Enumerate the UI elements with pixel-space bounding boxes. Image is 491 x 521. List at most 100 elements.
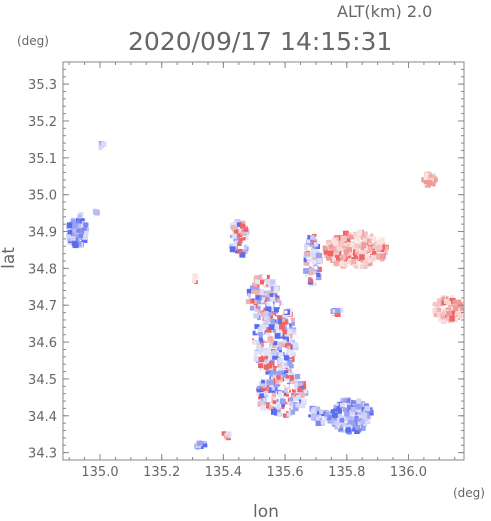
echo-cell [344,411,350,417]
echo-cell [291,321,296,326]
echo-cell [337,409,342,414]
echo-cell [370,236,377,243]
echo-cell [432,183,436,187]
echo-cell [289,326,293,330]
echo-cell [335,423,341,429]
echo-cell [435,311,442,318]
echo-cell [426,180,433,186]
echo-cell [341,429,345,433]
echo-cell [279,398,286,405]
echo-cell [264,374,270,380]
echo-cell [379,253,386,260]
echo-cell [268,379,275,386]
echo-cell [262,334,268,340]
echo-cell [259,393,264,398]
echo-cell [226,433,232,439]
echo-cell [237,243,244,250]
echo-cell [296,394,301,400]
echo-cell [349,399,354,405]
echo-cell [269,356,274,360]
echo-cell [281,404,285,408]
echo-cell [295,403,299,407]
echo-cell [262,297,266,301]
echo-cell [364,257,369,261]
echo-cell [364,252,370,258]
echo-cell [308,278,313,283]
echo-cell [346,405,352,410]
echo-cell [259,279,265,285]
echo-cell [352,425,358,430]
echo-cell [93,209,99,215]
echo-cell [258,363,264,369]
echo-cell [267,389,271,393]
echo-cell [236,226,241,231]
echo-cell [269,279,276,285]
echo-cell [70,236,76,242]
echo-cell [341,261,348,268]
echo-cell [356,407,362,413]
echo-cell [340,422,345,427]
echo-cell [285,384,289,388]
y-tick-label: 34.9 [28,226,57,241]
echo-cell [357,400,361,404]
echo-cell [263,342,270,349]
echo-cell [274,393,281,399]
y-tick-label: 35.1 [28,152,57,167]
echo-cell [243,249,248,254]
x-tick-label: 135.6 [266,465,303,480]
echo-cell [285,330,292,337]
echo-cell [360,246,365,251]
echo-cell [265,280,270,285]
echo-cell [284,310,288,314]
echo-cell [72,223,78,229]
echo-cell [202,440,207,446]
echo-cell [431,178,437,184]
echo-cell [358,428,362,432]
echo-cell [351,259,357,265]
altitude-label: ALT(km) 2.0 [337,2,432,21]
echo-cell [363,420,368,425]
echo-cell [291,388,297,393]
echo-cell [351,416,356,420]
echo-cell [353,232,358,237]
echo-cell [335,308,341,314]
echo-cell [334,312,339,317]
echo-cell [239,251,246,258]
echo-cell [347,259,351,264]
echo-cell [271,386,276,391]
echo-cell [339,257,343,261]
echo-cell [257,316,261,321]
echo-cell [285,393,289,397]
echo-cell [249,306,255,311]
echo-cell [457,312,464,319]
echo-cell [256,393,262,399]
echo-cell [273,286,280,292]
echo-cell [343,415,348,420]
echo-cell [366,420,371,425]
echo-cell [316,418,321,423]
echo-cell [283,381,288,385]
echo-cell [203,443,208,448]
echo-cell [262,274,267,279]
echo-cell [343,232,348,237]
echo-cell [303,256,310,263]
echo-cell [267,312,272,317]
echo-cell [265,371,271,377]
echo-cell [337,401,343,408]
echo-cell [446,315,452,321]
echo-cell [234,229,239,234]
echo-cell [372,244,377,249]
echo-cell [267,335,274,342]
echo-cell [263,349,270,356]
echo-cell [264,359,268,363]
echo-cell [367,261,373,266]
echo-cell [284,404,290,409]
y-tick-label: 34.8 [28,262,57,277]
echo-cell [341,245,347,251]
echo-cell [340,425,344,430]
echo-cell [260,380,267,387]
echo-cell [83,230,89,236]
echo-cell [256,318,263,324]
echo-cell [263,401,269,407]
